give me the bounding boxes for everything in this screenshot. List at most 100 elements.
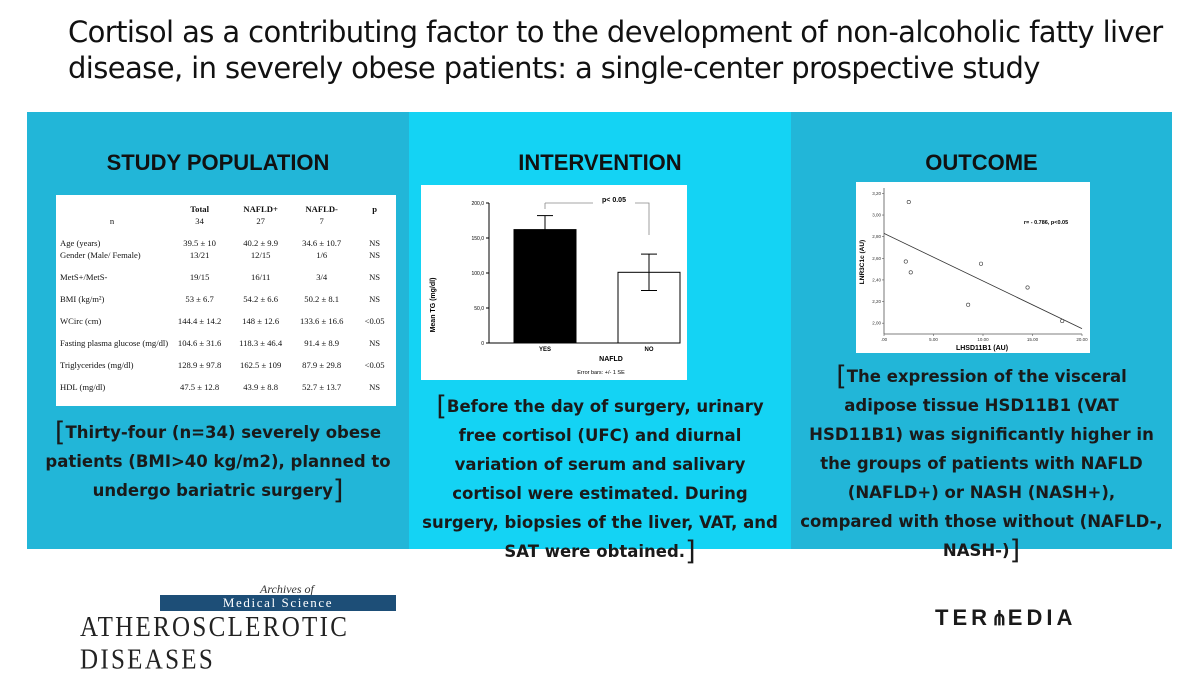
table-cell: 47.5 ± 12.8 <box>180 382 220 392</box>
table-cell: Fasting plasma glucose (mg/dl) <box>60 338 169 348</box>
intervention-heading: INTERVENTION <box>518 150 682 175</box>
table-cell: BMI (kg/m²) <box>60 294 105 304</box>
scatter-xlabel: LHSD11B1 (AU) <box>956 345 1008 352</box>
table-header-cell: p <box>372 204 377 214</box>
table-row: BMI (kg/m²) 53 ± 6.7 54.2 ± 6.6 50.2 ± 8… <box>56 293 396 305</box>
table-cell: 34 <box>195 216 204 226</box>
table-cell: 16/11 <box>251 272 271 282</box>
intervention-body: Before the day of surgery, urinary free … <box>422 397 778 561</box>
scatter-x-tick-label: 5.00 <box>929 337 938 342</box>
table-header-cell <box>56 203 168 215</box>
table-row: Gender (Male/ Female) 13/21 12/15 1/6 NS <box>56 249 396 261</box>
archives-logo-bar: Medical Science <box>160 595 396 611</box>
intervention-text: [Before the day of surgery, urinary free… <box>417 392 783 566</box>
bracket-open: [ <box>54 417 66 448</box>
table-cell: 128.9 ± 97.8 <box>177 360 222 370</box>
table-cell: 40.2 ± 9.9 <box>243 238 279 248</box>
termedia-left: TER <box>935 605 991 630</box>
scatter-y-tick-label: 2,40 <box>872 277 881 282</box>
table-cell: Gender (Male/ Female) <box>60 250 141 260</box>
bar-y-tick-label: 150,0 <box>471 236 484 242</box>
table-row: MetS+/MetS- 19/15 16/11 3/4 NS <box>56 271 396 283</box>
table-cell: 3/4 <box>316 272 328 282</box>
table-row: Fasting plasma glucose (mg/dl) 104.6 ± 3… <box>56 337 396 349</box>
bar-category-label: NO <box>645 347 654 353</box>
table-cell: 7 <box>319 216 324 226</box>
population-table: Total NAFLD+ NAFLD- p n 34 27 7 Age (yea… <box>56 203 396 393</box>
table-cell: NS <box>369 338 381 348</box>
bracket-close: ] <box>685 536 696 567</box>
table-cell: MetS+/MetS- <box>60 272 108 282</box>
study-population-text: [Thirty-four (n=34) severely obese patie… <box>35 418 401 505</box>
scatter-y-tick-label: 2,60 <box>872 256 881 261</box>
table-cell: n <box>109 216 115 226</box>
scatter-point <box>908 270 913 275</box>
scatter-point <box>979 261 984 266</box>
table-cell: 12/15 <box>250 250 271 260</box>
table-cell: 144.4 ± 14.2 <box>177 316 222 326</box>
table-cell: 1/6 <box>316 250 328 260</box>
bar-ylabel: Mean TG (mg/dl) <box>430 278 437 333</box>
archives-logo-big: ATHEROSCLEROTIC DISEASES <box>80 612 350 676</box>
table-cell: 54.2 ± 6.6 <box>243 294 279 304</box>
scatter-chart-image: LNR3C1c (AU) LHSD11B1 (AU) r= - 0.786, p… <box>856 182 1090 353</box>
table-cell: 104.6 ± 31.6 <box>177 338 222 348</box>
scatter-point <box>966 302 971 307</box>
table-cell: <0.05 <box>364 360 385 370</box>
table-cell: 133.6 ± 16.6 <box>300 316 344 326</box>
scatter-y-tick-label: 3,00 <box>872 213 881 218</box>
table-row: Age (years) 39.5 ± 10 40.2 ± 9.9 34.6 ± … <box>56 237 396 249</box>
table-cell: <0.05 <box>364 316 385 326</box>
scatter-x-tick-label: .00 <box>881 337 888 342</box>
study-population-heading: STUDY POPULATION <box>106 150 330 175</box>
scatter-annotation: r= - 0.786, p<0.05 <box>1024 220 1068 226</box>
table-cell: 148 ± 12.6 <box>242 316 280 326</box>
population-table-image: Total NAFLD+ NAFLD- p n 34 27 7 Age (yea… <box>56 195 396 406</box>
scatter-point <box>906 200 911 205</box>
outcome-text: [The expression of the visceral adipose … <box>799 362 1164 565</box>
table-row: WCirc (cm) 144.4 ± 14.2 148 ± 12.6 133.6… <box>56 315 396 327</box>
table-cell: HDL (mg/dl) <box>60 382 106 392</box>
scatter-y-tick-label: 3,20 <box>872 191 881 196</box>
bar-y-tick-label: 200,0 <box>471 201 484 207</box>
bar-xlabel: NAFLD <box>599 356 623 363</box>
table-cell: NS <box>369 250 381 260</box>
table-n-row: n 34 27 7 <box>56 215 396 227</box>
bar-y-tick-label: 0 <box>481 341 484 347</box>
table-cell: 34.6 ± 10.7 <box>302 238 342 248</box>
study-population-body: Thirty-four (n=34) severely obese patien… <box>45 423 391 500</box>
table-header-row: Total NAFLD+ NAFLD- p <box>56 203 396 215</box>
bracket-close: ] <box>332 475 344 506</box>
termedia-logo: TER⋔EDIA <box>935 605 1076 631</box>
table-row: Triglycerides (mg/dl) 128.9 ± 97.8 162.5… <box>56 359 396 371</box>
scatter-x-tick-label: 10.00 <box>977 337 989 342</box>
scatter-point <box>1060 319 1065 324</box>
bar-chart: Mean TG (mg/dl) NAFLD Error bars: +/- 1 … <box>430 197 681 376</box>
table-header-cell: Total <box>190 204 209 214</box>
scatter-x-tick-label: 20.00 <box>1076 337 1088 342</box>
outcome-body: The expression of the visceral adipose t… <box>800 367 1163 560</box>
bracket-open: [ <box>836 361 847 392</box>
table-cell: 13/21 <box>189 250 210 260</box>
table-cell: Age (years) <box>60 238 101 248</box>
bracket-open: [ <box>436 391 447 422</box>
page-title: Cortisol as a contributing factor to the… <box>68 15 1163 85</box>
bar-y-tick-label: 100,0 <box>471 271 484 277</box>
table-cell: NS <box>369 272 381 282</box>
bar-category-label: YES <box>539 347 551 353</box>
termedia-right: EDIA <box>1007 605 1077 630</box>
table-cell: Triglycerides (mg/dl) <box>60 360 134 370</box>
scatter-point <box>1025 285 1030 290</box>
bar-annotation: p< 0.05 <box>602 197 626 204</box>
table-cell: 19/15 <box>189 272 210 282</box>
scatter-x-tick-label: 15.00 <box>1027 337 1039 342</box>
scatter-ylabel: LNR3C1c (AU) <box>859 240 866 284</box>
scatter-fit-line <box>883 233 1083 329</box>
table-cell <box>353 215 396 227</box>
table-cell: 43.9 ± 8.8 <box>243 382 279 392</box>
archives-logo-small: Archives of <box>260 582 314 596</box>
scatter-point <box>903 259 908 264</box>
table-cell: NS <box>369 382 381 392</box>
table-cell: WCirc (cm) <box>60 316 102 326</box>
table-cell: NS <box>369 294 381 304</box>
